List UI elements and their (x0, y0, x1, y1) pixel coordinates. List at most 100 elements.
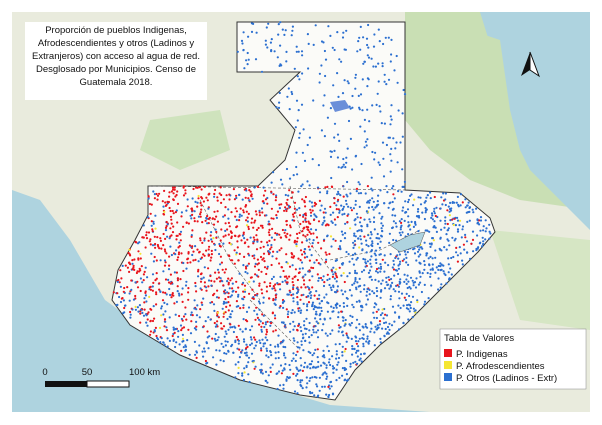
dot (283, 33, 286, 37)
dot (301, 337, 305, 340)
dot (336, 216, 339, 219)
dot (249, 236, 252, 239)
dot (242, 209, 245, 212)
dot (419, 196, 422, 199)
dot (211, 337, 214, 340)
dot (371, 150, 374, 154)
dot (282, 345, 285, 348)
dot (350, 337, 353, 340)
dot (364, 323, 367, 326)
dot (288, 275, 291, 278)
dot (401, 135, 404, 138)
dot (308, 184, 311, 187)
dot (168, 316, 171, 319)
dot (397, 328, 401, 331)
dot (139, 289, 142, 293)
dot (156, 198, 159, 201)
dot (272, 330, 275, 333)
dot (149, 243, 152, 246)
dot (403, 250, 406, 253)
dot (424, 207, 427, 210)
dot (446, 238, 449, 241)
dot (260, 70, 264, 73)
dot (389, 153, 392, 156)
dot (216, 196, 219, 199)
dot (177, 253, 180, 256)
dot (247, 35, 250, 38)
dot (387, 264, 390, 267)
dot (155, 272, 158, 275)
dot (237, 372, 240, 375)
dot (302, 349, 305, 352)
dot (390, 104, 393, 107)
dot (254, 219, 257, 222)
dot (353, 239, 356, 243)
dot (366, 298, 369, 301)
dot (208, 245, 211, 248)
dot (345, 359, 348, 362)
dot (163, 325, 166, 328)
dot (398, 297, 401, 300)
dot (204, 219, 207, 222)
dot (475, 207, 478, 210)
dot (217, 296, 220, 299)
dot (381, 230, 384, 233)
dot (256, 263, 259, 266)
dot (210, 256, 213, 259)
dot (213, 280, 216, 283)
dot (181, 287, 184, 290)
dot (355, 336, 358, 339)
dot (341, 367, 344, 370)
dot (377, 161, 380, 164)
dot (303, 250, 306, 253)
dot (323, 135, 326, 138)
dot (376, 204, 379, 207)
dot (391, 226, 394, 229)
dot (335, 357, 338, 360)
dot (475, 247, 478, 250)
dot (267, 231, 270, 234)
dot (345, 334, 349, 337)
dot (335, 302, 339, 305)
dot (368, 218, 371, 221)
dot (351, 347, 354, 350)
dot (399, 228, 402, 231)
dot (184, 349, 187, 352)
dot (444, 222, 447, 225)
dot (237, 366, 240, 369)
dot (407, 198, 410, 201)
dot (355, 288, 358, 291)
dot (226, 340, 229, 343)
dot (184, 192, 187, 195)
dot (398, 231, 401, 234)
dot (311, 376, 314, 379)
dot (373, 33, 376, 36)
dot (207, 285, 210, 288)
dot (288, 265, 292, 268)
dot (317, 262, 320, 265)
dot (213, 210, 216, 213)
dot (342, 157, 345, 161)
dot (299, 369, 302, 372)
dot (316, 329, 320, 332)
dot (312, 232, 315, 235)
dot (304, 273, 307, 276)
dot (344, 290, 347, 293)
dot (329, 286, 332, 289)
dot (357, 181, 360, 184)
dot (355, 212, 358, 215)
dot (274, 357, 277, 360)
dot (337, 198, 340, 201)
dot (164, 310, 167, 313)
dot (201, 241, 204, 244)
dot (241, 372, 244, 375)
dot (147, 311, 150, 314)
dot (378, 237, 381, 240)
dot (343, 212, 346, 215)
dot (319, 276, 323, 280)
dot (266, 339, 269, 342)
dot (118, 295, 121, 299)
dot (315, 236, 319, 239)
dot (404, 298, 407, 302)
dot (341, 92, 345, 95)
